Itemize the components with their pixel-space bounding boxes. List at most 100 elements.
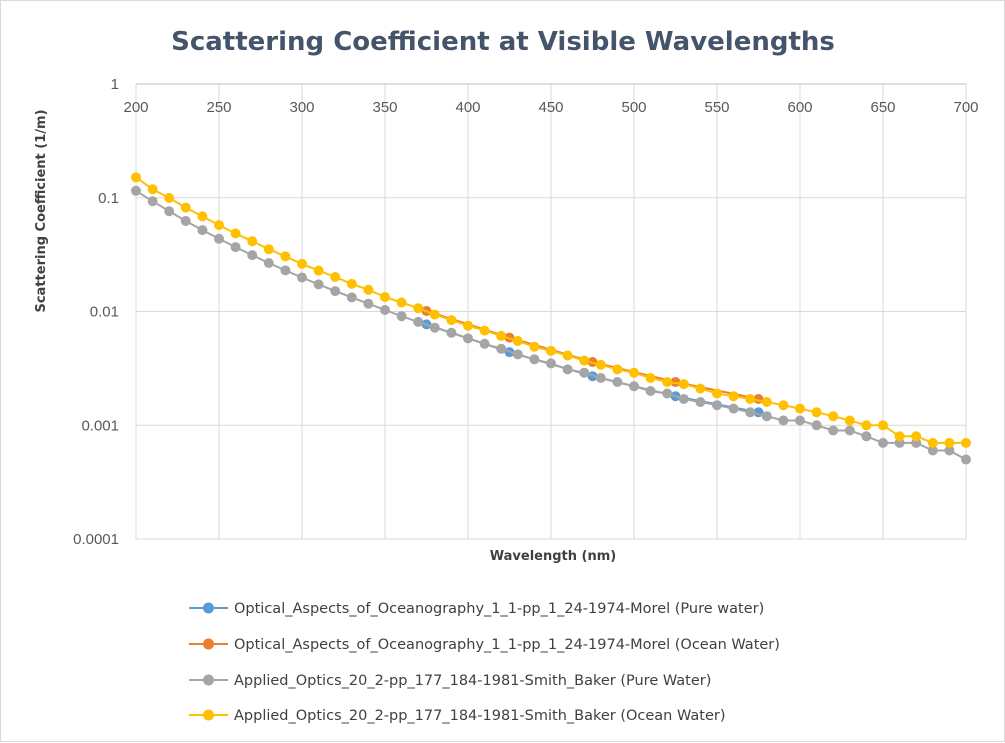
- data-point: [828, 425, 839, 436]
- data-point: [678, 379, 689, 390]
- data-point: [297, 272, 307, 283]
- data-point: [678, 394, 689, 404]
- legend-item: Optical_Aspects_of_Oceanography_1_1-pp_1…: [189, 601, 764, 617]
- data-point: [147, 196, 158, 207]
- data-point: [695, 383, 706, 394]
- x-tick-label: 300: [289, 99, 314, 116]
- data-point: [645, 373, 656, 383]
- legend-marker: [203, 709, 214, 721]
- series-line: [426, 310, 759, 400]
- data-point: [546, 358, 556, 369]
- data-point: [463, 320, 473, 331]
- data-point: [712, 400, 722, 411]
- data-point: [446, 315, 457, 326]
- data-point: [595, 359, 606, 370]
- data-point: [396, 311, 407, 322]
- data-point: [380, 292, 390, 302]
- data-point: [263, 258, 274, 268]
- x-tick-label: 550: [704, 99, 729, 116]
- chart-title: Scattering Coefficient at Visible Wavele…: [171, 27, 835, 57]
- data-point: [778, 400, 789, 411]
- data-point: [595, 373, 606, 383]
- data-point: [927, 437, 938, 448]
- legend-item: Applied_Optics_20_2-pp_177_184-1981-Smit…: [189, 673, 711, 689]
- legend-label: Optical_Aspects_of_Oceanography_1_1-pp_1…: [234, 601, 764, 617]
- data-point: [363, 284, 374, 295]
- data-point: [612, 364, 623, 375]
- x-tick-label: 200: [123, 99, 148, 116]
- data-point: [629, 367, 639, 378]
- data-point: [197, 225, 208, 236]
- data-point: [861, 420, 872, 431]
- data-point: [944, 445, 955, 456]
- data-point: [429, 309, 440, 320]
- data-point: [413, 303, 424, 314]
- data-point: [878, 420, 888, 431]
- x-tick-label: 350: [372, 99, 397, 116]
- data-point: [795, 403, 805, 414]
- data-point: [562, 364, 573, 375]
- data-point: [363, 298, 374, 309]
- data-point: [164, 193, 175, 203]
- series-4: [131, 172, 971, 448]
- data-point: [844, 425, 855, 436]
- series-line: [426, 323, 759, 414]
- data-point: [961, 437, 971, 448]
- data-point: [761, 411, 772, 422]
- legend: Optical_Aspects_of_Oceanography_1_1-pp_1…: [189, 601, 780, 724]
- series-2: [421, 306, 764, 404]
- data-point: [927, 445, 938, 456]
- data-point: [479, 325, 490, 336]
- x-tick-label: 250: [206, 99, 231, 116]
- data-point: [579, 367, 590, 378]
- data-point: [728, 403, 739, 414]
- data-point: [795, 415, 805, 426]
- x-tick-label: 650: [870, 99, 895, 116]
- data-point: [380, 305, 390, 315]
- data-point: [496, 330, 507, 341]
- data-point: [811, 407, 822, 418]
- data-point: [894, 431, 905, 442]
- legend-marker: [203, 674, 214, 686]
- data-point: [247, 250, 258, 261]
- data-point: [670, 377, 681, 387]
- data-point: [214, 220, 224, 231]
- grid-layer: [135, 83, 967, 540]
- data-point: [811, 420, 822, 431]
- series-layer: [131, 172, 971, 465]
- data-point: [695, 397, 706, 407]
- data-point: [911, 431, 922, 442]
- data-point: [413, 316, 424, 327]
- legend-item: Optical_Aspects_of_Oceanography_1_1-pp_1…: [189, 637, 780, 653]
- data-point: [297, 258, 307, 269]
- data-point: [662, 377, 673, 387]
- data-point: [247, 236, 258, 247]
- data-point: [861, 431, 872, 442]
- legend-marker: [203, 602, 214, 614]
- data-point: [131, 185, 141, 196]
- data-point: [330, 286, 341, 297]
- data-point: [512, 349, 523, 360]
- x-tick-label: 700: [953, 99, 978, 116]
- data-point: [180, 202, 191, 213]
- data-point: [280, 251, 291, 262]
- y-tick-label: 0.1: [98, 190, 119, 207]
- data-point: [131, 172, 141, 183]
- data-point: [313, 279, 324, 290]
- data-point: [512, 336, 523, 346]
- data-point: [463, 333, 473, 344]
- data-point: [745, 407, 756, 418]
- legend-label: Optical_Aspects_of_Oceanography_1_1-pp_1…: [234, 637, 780, 653]
- data-point: [761, 397, 772, 407]
- data-point: [180, 216, 191, 226]
- data-point: [429, 322, 440, 333]
- data-point: [878, 437, 888, 448]
- legend-label: Applied_Optics_20_2-pp_177_184-1981-Smit…: [234, 708, 726, 724]
- data-point: [529, 354, 540, 365]
- data-point: [612, 377, 623, 387]
- x-axis-title: Wavelength (nm): [490, 549, 616, 564]
- x-tick-label: 450: [538, 99, 563, 116]
- data-point: [164, 206, 175, 217]
- data-point: [496, 343, 507, 354]
